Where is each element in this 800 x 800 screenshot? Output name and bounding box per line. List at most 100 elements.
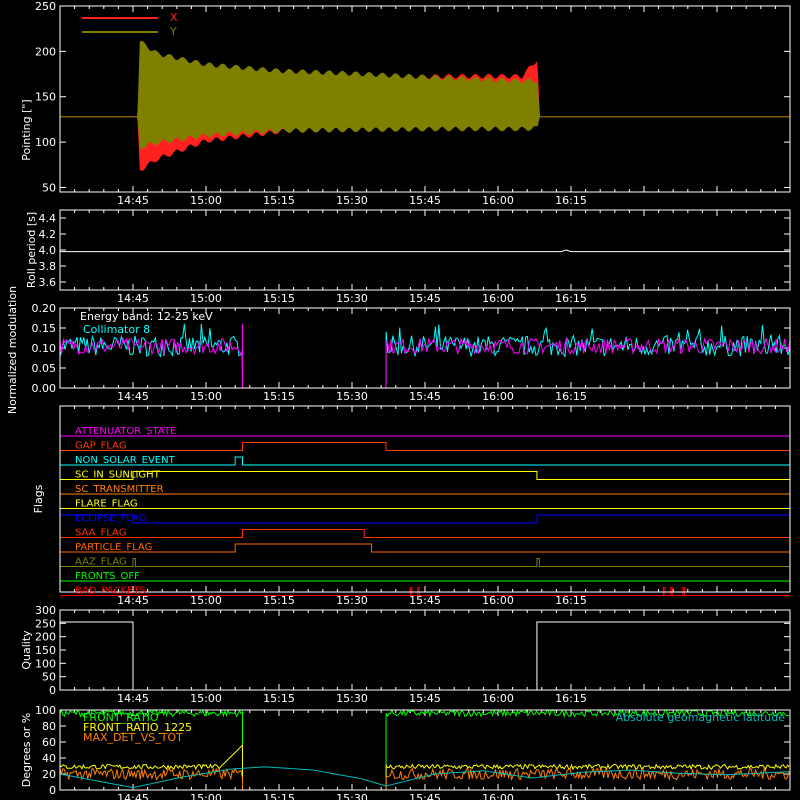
x-tick-label: 16:00 bbox=[482, 594, 514, 607]
y-tick-label: 50 bbox=[42, 181, 56, 194]
x-tick-label: 16:15 bbox=[555, 792, 587, 800]
y-tick-label: 0.15 bbox=[32, 322, 57, 335]
y-tick-label: 200 bbox=[35, 45, 56, 58]
x-tick-label: 15:30 bbox=[336, 692, 368, 705]
roll-frame bbox=[59, 209, 791, 291]
ratios-ylabel: Degrees or % bbox=[20, 713, 33, 787]
flag-line-saa-flag bbox=[60, 529, 790, 538]
x-tick-label: 16:00 bbox=[482, 792, 514, 800]
flag-label-sc-transmitter: SC_TRANSMITTER bbox=[75, 484, 164, 495]
x-tick-label: 16:00 bbox=[482, 194, 514, 207]
y-tick-label: 150 bbox=[35, 91, 56, 104]
y-tick-label: 200 bbox=[35, 631, 56, 644]
x-tick-label: 16:15 bbox=[555, 390, 587, 403]
ratios-panel: Degrees or % FRONT_RATIOFRONT_RATIO_1225M… bbox=[20, 704, 791, 800]
roll-panel: Roll period [s] 14:45 15:00 15:15 15:30 15:45… bbox=[25, 209, 791, 305]
x-tick-label: 15:00 bbox=[190, 594, 222, 607]
flags-ylabel: Flags bbox=[32, 484, 45, 513]
flag-line-sc-in-sunlight bbox=[60, 471, 790, 480]
x-tick-label: 15:30 bbox=[336, 594, 368, 607]
flag-line-particle-flag bbox=[60, 543, 790, 553]
y-tick-label: 250 bbox=[35, 617, 56, 630]
y-tick-label: 100 bbox=[35, 657, 56, 670]
x-tick-label: 15:30 bbox=[336, 390, 368, 403]
x-tick-label: 15:30 bbox=[336, 194, 368, 207]
x-tick-label: 14:45 bbox=[117, 194, 149, 207]
legend-x-label: X bbox=[170, 11, 178, 24]
x-tick-label: 15:45 bbox=[409, 390, 441, 403]
ratios-legend-front-ratio: FRONT_RATIO bbox=[83, 711, 159, 724]
flag-label-fronts-off: FRONTS_OFF bbox=[75, 571, 140, 582]
ratio-series-front-ratio-1225 bbox=[59, 744, 790, 791]
x-tick-label: 16:00 bbox=[482, 692, 514, 705]
x-tick-label: 15:15 bbox=[263, 292, 295, 305]
flag-line-non-solar-event bbox=[60, 456, 790, 466]
x-tick-label: 15:15 bbox=[263, 390, 295, 403]
y-tick-label: 50 bbox=[42, 671, 56, 684]
flag-label-flare-flag: FLARE_FLAG bbox=[75, 499, 138, 510]
modulation-energy-band: Energy band: 12-25 keV bbox=[80, 310, 213, 323]
roll-ylabel: Roll period [s] bbox=[25, 212, 38, 288]
x-tick-label: 15:30 bbox=[336, 292, 368, 305]
flags-frame bbox=[59, 405, 791, 593]
flag-label-attenuator-state: ATTENUATOR_STATE bbox=[75, 426, 176, 437]
x-tick-label: 15:00 bbox=[190, 692, 222, 705]
pointing-panel: Pointing ["] XY 14:45 15:00 15:15 15:30 15:45 1… bbox=[20, 0, 791, 207]
pointing-frame bbox=[59, 5, 791, 193]
flag-line-eclipse-flag bbox=[59, 514, 791, 524]
y-tick-label: 0 bbox=[49, 684, 56, 697]
y-tick-label: 150 bbox=[35, 644, 56, 657]
y-tick-label: 40 bbox=[42, 752, 56, 765]
y-tick-label: 0.20 bbox=[32, 302, 57, 315]
quality-frame bbox=[59, 609, 791, 691]
x-tick-label: 14:45 bbox=[117, 594, 149, 607]
flag-label-sc-in-sunlight: SC_IN_SUNLIGHT bbox=[75, 470, 161, 481]
x-tick-label: 15:15 bbox=[263, 194, 295, 207]
x-tick-label: 15:45 bbox=[409, 194, 441, 207]
y-tick-label: 250 bbox=[35, 0, 56, 13]
ratios-legend-front-ratio-1225: FRONT_RATIO_1225 bbox=[83, 721, 192, 734]
quality-ylabel: Quality bbox=[20, 630, 33, 670]
flag-line-aaz-flag bbox=[60, 558, 790, 567]
x-tick-label: 15:00 bbox=[190, 792, 222, 800]
x-tick-label: 14:45 bbox=[117, 792, 149, 800]
x-tick-label: 16:00 bbox=[482, 390, 514, 403]
flag-label-particle-flag: PARTICLE_FLAG bbox=[75, 542, 152, 553]
y-tick-label: 4.4 bbox=[39, 212, 57, 225]
modulation-legend-collimator: Collimator 8 bbox=[83, 323, 150, 336]
x-tick-label: 15:15 bbox=[263, 594, 295, 607]
x-tick-label: 15:15 bbox=[263, 792, 295, 800]
flag-label-eclipse-flag: ECLIPSE_FLAG bbox=[75, 513, 146, 524]
x-tick-label: 16:00 bbox=[482, 292, 514, 305]
pointing-band-y bbox=[60, 40, 790, 149]
quality-line bbox=[60, 621, 790, 691]
x-tick-label: 14:45 bbox=[117, 390, 149, 403]
flag-label-non-solar-event: NON_SOLAR_EVENT bbox=[75, 455, 176, 466]
y-tick-label: 0.10 bbox=[32, 342, 57, 355]
x-tick-label: 15:45 bbox=[409, 692, 441, 705]
y-tick-label: 0 bbox=[49, 784, 56, 797]
roll-period-line bbox=[60, 249, 790, 253]
x-tick-label: 15:45 bbox=[409, 594, 441, 607]
y-tick-label: 3.6 bbox=[39, 276, 57, 289]
flags-panel: Flags 14:45 15:00 15:15 15:30 15:45 16:00 16:15… bbox=[32, 405, 791, 607]
modulation-ylabel: Normalized modulation bbox=[6, 286, 19, 414]
y-tick-label: 20 bbox=[42, 768, 56, 781]
modulation-series-collimator-8 bbox=[59, 323, 791, 389]
ratio-series-max-det-vs-tot bbox=[59, 766, 790, 791]
x-tick-label: 15:30 bbox=[336, 792, 368, 800]
x-tick-label: 14:45 bbox=[117, 692, 149, 705]
y-tick-label: 0.05 bbox=[32, 362, 57, 375]
modulation-panel: Normalized modulation Energy band: 12-25 … bbox=[6, 286, 791, 414]
ratio-series-absolute-geomagnetic-latitude bbox=[59, 766, 791, 789]
ratios-geomag-label: Absolute geomagnetic latitude bbox=[616, 711, 786, 724]
x-tick-label: 15:00 bbox=[190, 292, 222, 305]
x-tick-label: 15:15 bbox=[263, 692, 295, 705]
flag-label-gap-flag: GAP_FLAG bbox=[75, 441, 127, 452]
flag-line-gap-flag bbox=[60, 442, 790, 451]
flag-label-aaz-flag: AAZ_FLAG bbox=[75, 557, 127, 568]
y-tick-label: 0.00 bbox=[32, 382, 57, 395]
y-tick-label: 4.0 bbox=[39, 244, 57, 257]
y-tick-label: 80 bbox=[42, 720, 56, 733]
y-tick-label: 60 bbox=[42, 736, 56, 749]
